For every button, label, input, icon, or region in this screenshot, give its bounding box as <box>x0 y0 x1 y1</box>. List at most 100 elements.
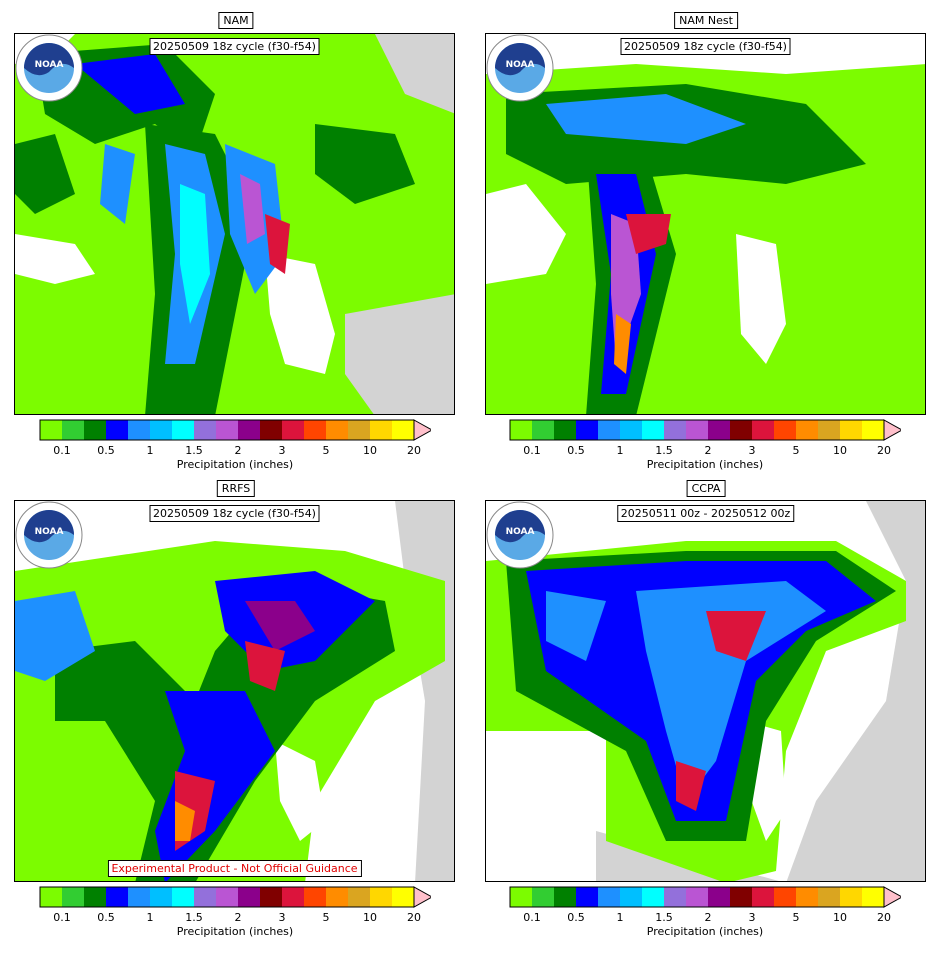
colorbar-tick-label: 0.1 <box>53 444 71 457</box>
colorbar-tick-label: 0.5 <box>97 911 115 924</box>
precip-map: 20250511 00z - 20250512 00z NOAA <box>485 500 926 882</box>
colorbar-swatch <box>194 887 216 907</box>
colorbar-swatch <box>796 420 818 440</box>
colorbar-extend-arrow <box>413 419 431 441</box>
colorbar-swatch <box>172 420 194 440</box>
colorbar-tick-label: 5 <box>792 444 800 457</box>
panel-title: CCPA <box>686 480 726 497</box>
colorbar-tick-label: 2 <box>704 444 712 457</box>
colorbar-tick-label: 3 <box>748 444 756 457</box>
colorbar-swatch <box>532 420 554 440</box>
colorbar-swatch <box>194 420 216 440</box>
precip-map: 20250509 18z cycle (f30-f54) NOAA <box>14 33 455 415</box>
colorbar-swatch <box>620 887 642 907</box>
colorbar-swatch <box>106 420 128 440</box>
cycle-label: 20250509 18z cycle (f30-f54) <box>149 38 320 55</box>
colorbar-swatch <box>840 887 862 907</box>
colorbar-swatch <box>642 887 664 907</box>
colorbar-tick-label: 0.1 <box>523 911 541 924</box>
svg-text:NOAA: NOAA <box>35 60 64 70</box>
colorbar-swatch <box>840 420 862 440</box>
colorbar-swatch <box>774 420 796 440</box>
cycle-label: 20250511 00z - 20250512 00z <box>616 505 795 522</box>
colorbar-tick-label: 10 <box>363 444 377 457</box>
cycle-label: 20250509 18z cycle (f30-f54) <box>620 38 791 55</box>
colorbar-label: Precipitation (inches) <box>646 925 764 938</box>
colorbar-swatch <box>40 887 62 907</box>
colorbar-swatch <box>576 420 598 440</box>
colorbar-tick-label: 3 <box>748 911 756 924</box>
colorbar-swatch <box>620 420 642 440</box>
colorbar-swatch <box>510 420 532 440</box>
colorbar-swatch <box>554 420 576 440</box>
colorbar-tick-label: 0.5 <box>567 444 585 457</box>
noaa-logo-icon: NOAA <box>486 34 554 102</box>
colorbar-swatch <box>370 887 392 907</box>
colorbar-swatch <box>554 887 576 907</box>
colorbar-swatch <box>304 887 326 907</box>
colorbar-tick-label: 0.1 <box>53 911 71 924</box>
colorbar-outline <box>509 886 885 908</box>
colorbar-swatch <box>150 887 172 907</box>
colorbar-tick-label: 10 <box>363 911 377 924</box>
colorbar-swatch <box>510 887 532 907</box>
colorbar-swatch <box>392 420 414 440</box>
colorbar-swatch <box>532 887 554 907</box>
colorbar-tick-label: 1 <box>616 911 624 924</box>
colorbar-swatch <box>150 420 172 440</box>
panel-title: RRFS <box>216 480 256 497</box>
colorbar-swatch <box>664 420 686 440</box>
colorbar-tick-label: 2 <box>234 911 242 924</box>
colorbar-swatch <box>576 887 598 907</box>
colorbar-swatch <box>730 420 752 440</box>
colorbar-swatch <box>84 420 106 440</box>
svg-text:NOAA: NOAA <box>506 60 535 70</box>
panel-title: NAM Nest <box>674 12 738 29</box>
svg-text:NOAA: NOAA <box>506 527 535 537</box>
colorbar-label: Precipitation (inches) <box>646 458 764 471</box>
colorbar-swatch <box>282 420 304 440</box>
colorbar-outline <box>39 419 415 441</box>
colorbar-swatch <box>260 887 282 907</box>
colorbar-tick-label: 10 <box>833 911 847 924</box>
colorbar-swatch <box>862 887 884 907</box>
colorbar-swatch <box>664 887 686 907</box>
colorbar-swatch <box>708 420 730 440</box>
colorbar-swatch <box>106 887 128 907</box>
precip-map: 20250509 18z cycle (f30-f54) NOAA Experi… <box>14 500 455 882</box>
colorbar-swatch <box>642 420 664 440</box>
colorbar-swatch <box>392 887 414 907</box>
colorbar-tick-label: 0.5 <box>97 444 115 457</box>
colorbar-swatch <box>818 887 840 907</box>
colorbar-swatch <box>862 420 884 440</box>
colorbar-tick-label: 5 <box>322 911 330 924</box>
map-graphic <box>15 501 454 881</box>
svg-text:NOAA: NOAA <box>35 527 64 537</box>
colorbar-tick-label: 1 <box>146 911 154 924</box>
colorbar-swatch <box>216 420 238 440</box>
colorbar-swatch <box>598 887 620 907</box>
noaa-logo-icon: NOAA <box>15 34 83 102</box>
colorbar-swatch <box>128 420 150 440</box>
colorbar-swatch <box>818 420 840 440</box>
colorbar: 0.1 0.5 1 1.5 2 3 5 10 20 Precipitation (inches) <box>509 419 901 473</box>
colorbar-swatch <box>708 887 730 907</box>
colorbar-tick-label: 1.5 <box>185 444 203 457</box>
map-graphic <box>486 501 925 881</box>
colorbar: 0.1 0.5 1 1.5 2 3 5 10 20 Precipitation (inches) <box>39 886 431 940</box>
colorbar-swatch <box>598 420 620 440</box>
noaa-logo-icon: NOAA <box>486 501 554 569</box>
colorbar-tick-label: 3 <box>278 911 286 924</box>
colorbar-tick-label: 2 <box>704 911 712 924</box>
colorbar-swatch <box>238 420 260 440</box>
colorbar-swatch <box>62 887 84 907</box>
colorbar-swatch <box>282 887 304 907</box>
colorbar-swatch <box>326 887 348 907</box>
colorbar-tick-label: 1 <box>146 444 154 457</box>
colorbar-swatch <box>216 887 238 907</box>
colorbar-swatch <box>686 887 708 907</box>
colorbar-tick-label: 1.5 <box>655 911 673 924</box>
colorbar-extend-arrow <box>883 419 901 441</box>
colorbar-swatch <box>260 420 282 440</box>
colorbar-swatch <box>128 887 150 907</box>
